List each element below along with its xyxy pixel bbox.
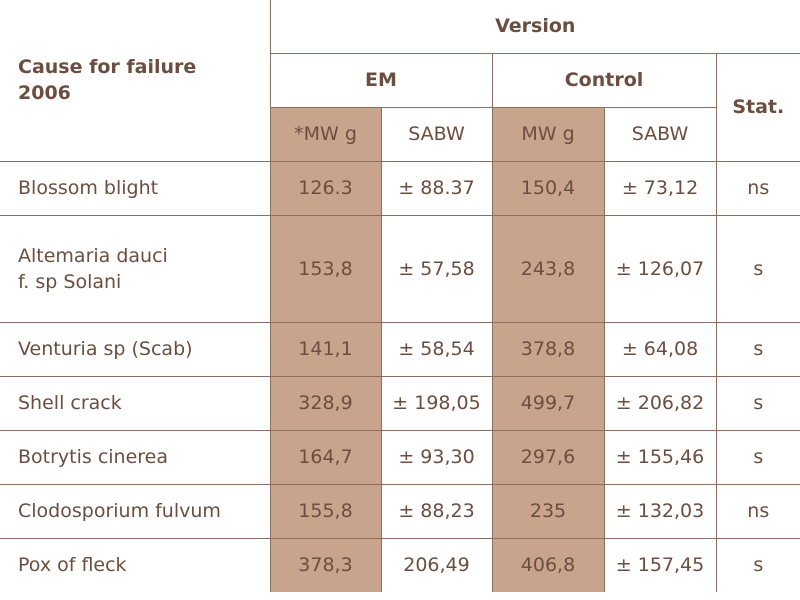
control-sabw-cell: ± 64,08 — [604, 322, 717, 377]
em-mw-header: *MW g — [270, 107, 382, 162]
stat-cell: s — [716, 215, 800, 323]
table-row: Blossom blight 126.3 ± 88.37 150,4 ± 73,… — [0, 161, 800, 216]
cause-cell: Blossom blight — [0, 161, 271, 216]
em-sabw-header: SABW — [381, 107, 493, 162]
table-row: Altemaria dauci f. sp Solani 153,8 ± 57,… — [0, 215, 800, 323]
cause-cell: Shell crack — [0, 376, 271, 431]
table-row: Venturia sp (Scab) 141,1 ± 58,54 378,8 ±… — [0, 322, 800, 377]
control-sabw-cell: ± 155,46 — [604, 430, 717, 485]
control-sabw-header: SABW — [604, 107, 717, 162]
control-sabw-cell: ± 132,03 — [604, 484, 717, 539]
em-header: EM — [270, 53, 493, 108]
em-mw-cell: 378,3 — [270, 538, 382, 592]
control-mw-cell: 499,7 — [492, 376, 605, 431]
stat-cell: ns — [716, 484, 800, 539]
stat-cell: s — [716, 430, 800, 485]
cause-cell: Pox of fleck — [0, 538, 271, 592]
em-mw-cell: 126.3 — [270, 161, 382, 216]
table-row: Pox of fleck 378,3 206,49 406,8 ± 157,45… — [0, 538, 800, 592]
version-header: Version — [270, 0, 800, 54]
stat-cell: s — [716, 322, 800, 377]
stat-cell: s — [753, 554, 764, 577]
control-mw-cell: 150,4 — [492, 161, 605, 216]
control-sabw-cell: ± 73,12 — [604, 161, 717, 216]
em-mw-cell: 153,8 — [270, 215, 382, 323]
em-mw-cell: 155,8 — [270, 484, 382, 539]
em-sabw-cell: ± 88.37 — [381, 161, 493, 216]
stat-cell: ns — [716, 161, 800, 216]
table-row: Clodosporium fulvum 155,8 ± 88,23 235 ± … — [0, 484, 800, 539]
cause-header: Cause for failure 2006 — [0, 0, 271, 162]
control-mw-cell: 406,8 — [492, 538, 605, 592]
em-mw-cell: 328,9 — [270, 376, 382, 431]
control-sabw-cell: ± 206,82 — [604, 376, 717, 431]
control-mw-header: MW g — [492, 107, 605, 162]
table-row: Shell crack 328,9 ± 198,05 499,7 ± 206,8… — [0, 376, 800, 431]
stat-header: Stat. — [716, 53, 800, 162]
cause-cell: Venturia sp (Scab) — [0, 322, 271, 377]
control-mw-cell: 243,8 — [492, 215, 605, 323]
em-mw-cell: 141,1 — [270, 322, 382, 377]
em-sabw-cell: 206,49 — [381, 538, 493, 592]
em-mw-cell: 164,7 — [270, 430, 382, 485]
control-sabw-cell: ± 157,45 — [604, 538, 717, 592]
em-sabw-cell: ± 93,30 — [381, 430, 493, 485]
control-header: Control — [492, 53, 717, 108]
stat-cell: s — [716, 376, 800, 431]
em-sabw-cell: ± 88,23 — [381, 484, 493, 539]
em-sabw-cell: ± 57,58 — [381, 215, 493, 323]
em-sabw-cell: ± 58,54 — [381, 322, 493, 377]
control-mw-cell: 235 — [492, 484, 605, 539]
control-sabw-cell: ± 126,07 — [604, 215, 717, 323]
control-mw-cell: 297,6 — [492, 430, 605, 485]
cause-cell: Clodosporium fulvum — [0, 484, 271, 539]
table-row: Botrytis cinerea 164,7 ± 93,30 297,6 ± 1… — [0, 430, 800, 485]
cause-cell: Altemaria dauci f. sp Solani — [0, 215, 271, 323]
em-sabw-cell: ± 198,05 — [381, 376, 493, 431]
control-mw-cell: 378,8 — [492, 322, 605, 377]
cause-cell: Botrytis cinerea — [0, 430, 271, 485]
